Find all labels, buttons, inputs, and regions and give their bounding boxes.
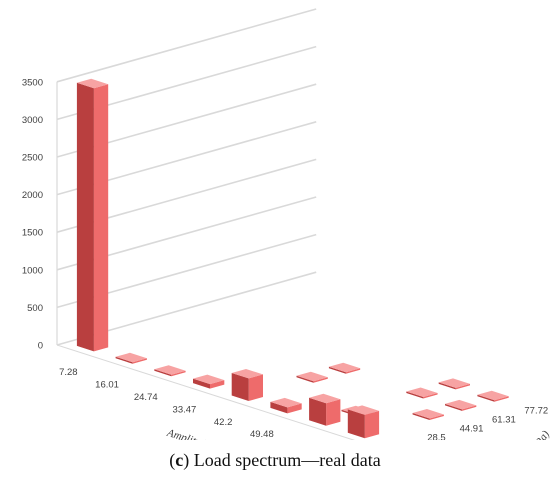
amplitude-tick-label-4: 42.2: [214, 417, 233, 428]
bar-42.2-61.31: [328, 362, 361, 374]
bar-49.48-12: [270, 397, 302, 414]
bar-side-face: [347, 409, 365, 439]
bar-top-face: [477, 390, 509, 401]
gridline-z-7: [56, 8, 317, 83]
amplitude-tick-label-2: 24.74: [134, 392, 158, 403]
bar-side-face: [193, 378, 210, 389]
bar-front-face: [132, 358, 147, 364]
bars-layer: [76, 78, 509, 439]
floor-edge-front: [56, 344, 356, 440]
bar-side-face: [328, 366, 346, 374]
bar-53.3-12: [309, 393, 341, 426]
bar-front-face: [210, 380, 225, 389]
bar-33.47-12: [193, 374, 225, 389]
bar-top-face: [328, 362, 361, 373]
bar-front-face: [494, 396, 509, 402]
bar-top-face: [438, 378, 470, 388]
bar-side-face: [445, 403, 462, 411]
bar-top-face: [76, 78, 109, 89]
bar-58.21-77.72: [477, 390, 509, 402]
z-tick-label-6: 3000: [22, 115, 43, 126]
bar-top-face: [412, 409, 444, 419]
z-tick-label-3: 1500: [22, 228, 43, 239]
bar-front-face: [429, 414, 444, 420]
bar-top-face: [154, 365, 186, 375]
bar-side-face: [412, 413, 430, 420]
mean-tick-label-3: 61.31: [492, 414, 516, 425]
bar-side-face: [406, 391, 424, 399]
bar-top-face: [347, 405, 380, 415]
bar-side-face: [296, 375, 314, 383]
bar-front-face: [287, 403, 302, 414]
chart-3d-bar: 0 500 1000 1500 2000 2500 3000 3500 7.28 16.01 24.…: [22, 8, 550, 440]
bar-front-face: [423, 393, 438, 399]
z-tick-label-1: 500: [27, 303, 43, 314]
z-tick-label-2: 1000: [22, 265, 43, 276]
bar-side-face: [76, 82, 94, 352]
bar-front-face: [313, 377, 328, 383]
bar-side-face: [154, 369, 172, 377]
bar-front-face: [345, 368, 361, 374]
bar-top-face: [296, 371, 328, 382]
bar-top-face: [406, 387, 438, 397]
bar-front-face: [364, 410, 380, 439]
bar-53.3-77.72: [438, 378, 470, 390]
bar-front-face: [248, 374, 263, 401]
bar-top-face: [193, 374, 225, 385]
bar-side-face: [270, 401, 288, 414]
amplitude-tick-label-1: 16.01: [95, 380, 119, 391]
amplitude-tick-label-3: 33.47: [173, 404, 197, 415]
bar-58.21-61.31: [445, 399, 477, 411]
amplitude-tick-label-0: 7.28: [59, 367, 78, 378]
bar-58.21-12: [347, 405, 380, 439]
bar-side-face: [231, 373, 249, 401]
bar-top-face: [231, 369, 263, 379]
bar-top-face: [309, 393, 341, 404]
bar-top-face: [115, 352, 147, 363]
z-tick-label-5: 2500: [22, 153, 43, 164]
z-tick-label-4: 2000: [22, 190, 43, 201]
bar-58.21-44.91: [412, 409, 444, 420]
bar-42.2-44.91: [296, 371, 328, 383]
bar-front-face: [462, 405, 477, 411]
mean-tick-label-4: 77.72: [524, 405, 548, 416]
figure-caption: (c) Load spectrum—real data: [169, 450, 381, 470]
bar-front-face: [171, 370, 186, 377]
bar-front-face: [326, 399, 341, 426]
amplitude-axis-title: Amplitude(MPa): [165, 427, 240, 440]
z-tick-label-7: 3500: [22, 77, 43, 88]
bar-42.2-12: [231, 369, 263, 401]
bar-53.3-61.31: [406, 387, 438, 399]
mean-tick-label-2: 44.91: [460, 423, 484, 434]
mean-tick-label-1: 28.5: [427, 433, 446, 440]
bar-top-face: [445, 399, 477, 410]
bar-side-face: [309, 397, 327, 426]
amplitude-tick-label-5: 49.48: [250, 429, 274, 440]
caption-letter: c: [175, 450, 184, 470]
bar-front-face: [455, 383, 470, 390]
bar-side-face: [115, 356, 133, 364]
caption-text: Load spectrum—real data: [193, 450, 381, 470]
mean-axis-title: Mean(MPa): [511, 428, 550, 440]
z-tick-label-0: 0: [38, 341, 43, 352]
bar-side-face: [438, 382, 456, 390]
bar-front-face: [93, 84, 109, 352]
bar-16.01-12: [115, 352, 147, 364]
bar-top-face: [270, 397, 302, 408]
bar-24.74-12: [154, 365, 186, 377]
bar-side-face: [477, 394, 495, 402]
bar-7.28-12: [76, 78, 109, 352]
